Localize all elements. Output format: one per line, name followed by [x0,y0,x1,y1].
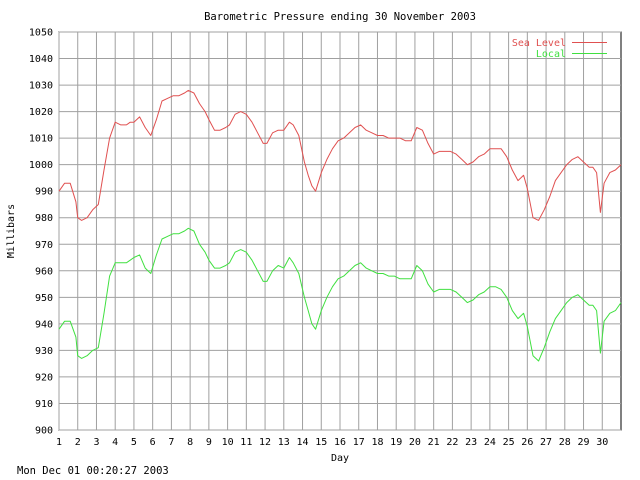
x-tick-label: 2 [75,437,81,448]
y-tick-label: 990 [35,187,53,198]
x-tick-label: 5 [131,437,137,448]
y-tick-label: 950 [35,293,53,304]
series-line-local [58,227,622,362]
x-tick-label: 15 [315,437,327,448]
x-tick-label: 29 [578,437,590,448]
x-tick-label: 24 [484,437,496,448]
x-tick-label: 13 [278,437,290,448]
y-tick-label: 1050 [29,28,53,39]
x-tick-label: 17 [353,437,365,448]
x-tick-label: 27 [540,437,552,448]
chart-title: Barometric Pressure ending 30 November 2… [204,11,476,23]
x-tick-label: 7 [168,437,174,448]
generated-timestamp: Mon Dec 01 00:20:27 2003 [17,465,169,477]
y-tick-label: 1040 [29,54,53,65]
x-tick-label: 28 [559,437,571,448]
x-tick-label: 16 [334,437,346,448]
y-tick-label: 910 [35,399,53,410]
y-tick-label: 1010 [29,134,53,145]
legend-label: Local [536,49,566,60]
x-tick-label: 3 [93,437,99,448]
y-axis-label: Millibars [6,204,17,258]
series-line-sea-level [58,89,622,221]
x-tick-label: 10 [222,437,234,448]
x-tick-label: 14 [297,437,309,448]
x-tick-label: 21 [428,437,440,448]
x-tick-label: 22 [446,437,458,448]
x-tick-label: 20 [409,437,421,448]
grid-lines [58,31,621,431]
x-tick-label: 8 [187,437,193,448]
y-tick-label: 930 [35,346,53,357]
legend-label: Sea Level [512,38,566,49]
y-tick-label: 980 [35,213,53,224]
series-lines [58,89,622,362]
y-tick-label: 900 [35,426,53,437]
x-tick-label: 23 [465,437,477,448]
y-tick-label: 1030 [29,81,53,92]
x-tick-label: 26 [521,437,533,448]
y-tick-label: 970 [35,240,53,251]
x-tick-label: 19 [390,437,402,448]
y-tick-label: 1000 [29,160,53,171]
x-tick-label: 30 [596,437,608,448]
y-axis-tick-labels: 900 910 920 930 940 950 960 970 980 990 1000 1010 10… [29,28,53,437]
x-tick-label: 18 [371,437,383,448]
y-tick-label: 960 [35,266,53,277]
x-axis-tick-labels: 1 2 3 4 5 6 7 8 9 10 11 12 13 14 15 16 17 18 19 20 21 22 23 24 2… [56,437,608,448]
x-tick-label: 1 [56,437,62,448]
x-tick-label: 11 [240,437,252,448]
x-tick-label: 12 [259,437,271,448]
y-tick-label: 1020 [29,107,53,118]
x-tick-label: 9 [206,437,212,448]
y-tick-label: 920 [35,372,53,383]
x-tick-label: 4 [112,437,118,448]
x-tick-label: 25 [503,437,515,448]
x-axis-label: Day [331,453,349,464]
x-tick-label: 6 [150,437,156,448]
y-tick-label: 940 [35,319,53,330]
